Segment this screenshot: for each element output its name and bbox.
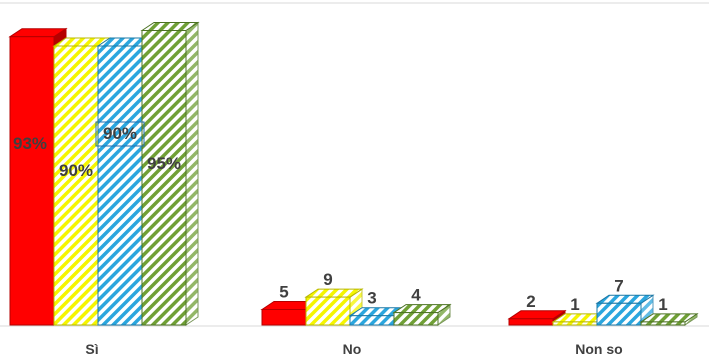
bar-front-face bbox=[261, 309, 307, 326]
bar-front-face bbox=[53, 45, 99, 326]
bar-front-face bbox=[596, 302, 642, 326]
bar-series-4-cat-si bbox=[140, 21, 200, 326]
bar-front-face bbox=[552, 321, 598, 326]
bar-front-face bbox=[393, 312, 439, 326]
category-label-cat-no: No bbox=[343, 341, 362, 357]
bar-series-2-cat-no bbox=[304, 288, 364, 326]
category-label-cat-non-so: Non so bbox=[575, 341, 622, 357]
data-label-series-1-cat-non-so: 2 bbox=[526, 292, 535, 311]
bar-front-face bbox=[305, 296, 351, 326]
data-label-series-1-cat-no: 5 bbox=[279, 283, 288, 302]
data-label-series-2-cat-si: 90% bbox=[59, 161, 93, 180]
data-label-series-4-cat-si: 95% bbox=[147, 154, 181, 173]
bar-front-face bbox=[349, 315, 395, 326]
bar-front-face bbox=[97, 45, 143, 326]
bar-front-face bbox=[508, 318, 554, 326]
bar-front-face bbox=[9, 36, 55, 326]
data-label-series-4-cat-no: 4 bbox=[411, 286, 421, 305]
data-label-series-2-cat-no: 9 bbox=[323, 270, 332, 289]
data-label-series-2-cat-non-so: 1 bbox=[570, 295, 579, 314]
category-label-cat-si: Sì bbox=[85, 341, 98, 357]
data-label-series-1-cat-si: 93% bbox=[13, 134, 47, 153]
data-label-box bbox=[95, 121, 145, 147]
data-label-series-3-cat-non-so: 7 bbox=[614, 276, 623, 295]
bars-layer bbox=[8, 21, 699, 326]
category-labels-layer: Sì No Non so bbox=[85, 341, 622, 357]
data-labels-layer: 93% 90% 90% 95% 5 9 3 4 2 1 7 1 bbox=[13, 121, 668, 314]
data-label-series-3-cat-no: 3 bbox=[367, 289, 376, 308]
data-label-series-4-cat-non-so: 1 bbox=[658, 295, 667, 314]
bar-front-face bbox=[141, 30, 187, 326]
bar-front-face bbox=[640, 321, 686, 326]
bar-side-face bbox=[185, 21, 199, 326]
bar-series-4-cat-non-so bbox=[639, 312, 699, 326]
bar-series-4-cat-no bbox=[392, 303, 452, 326]
bar-series-1-cat-non-so bbox=[507, 309, 567, 326]
data-label-series-3-cat-si: 90% bbox=[103, 124, 137, 143]
